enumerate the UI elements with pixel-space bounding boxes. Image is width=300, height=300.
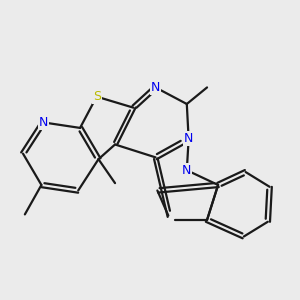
Text: N: N [39,116,48,129]
Text: N: N [184,133,193,146]
Text: N: N [182,164,191,177]
Text: S: S [93,90,101,103]
Text: N: N [151,81,160,94]
